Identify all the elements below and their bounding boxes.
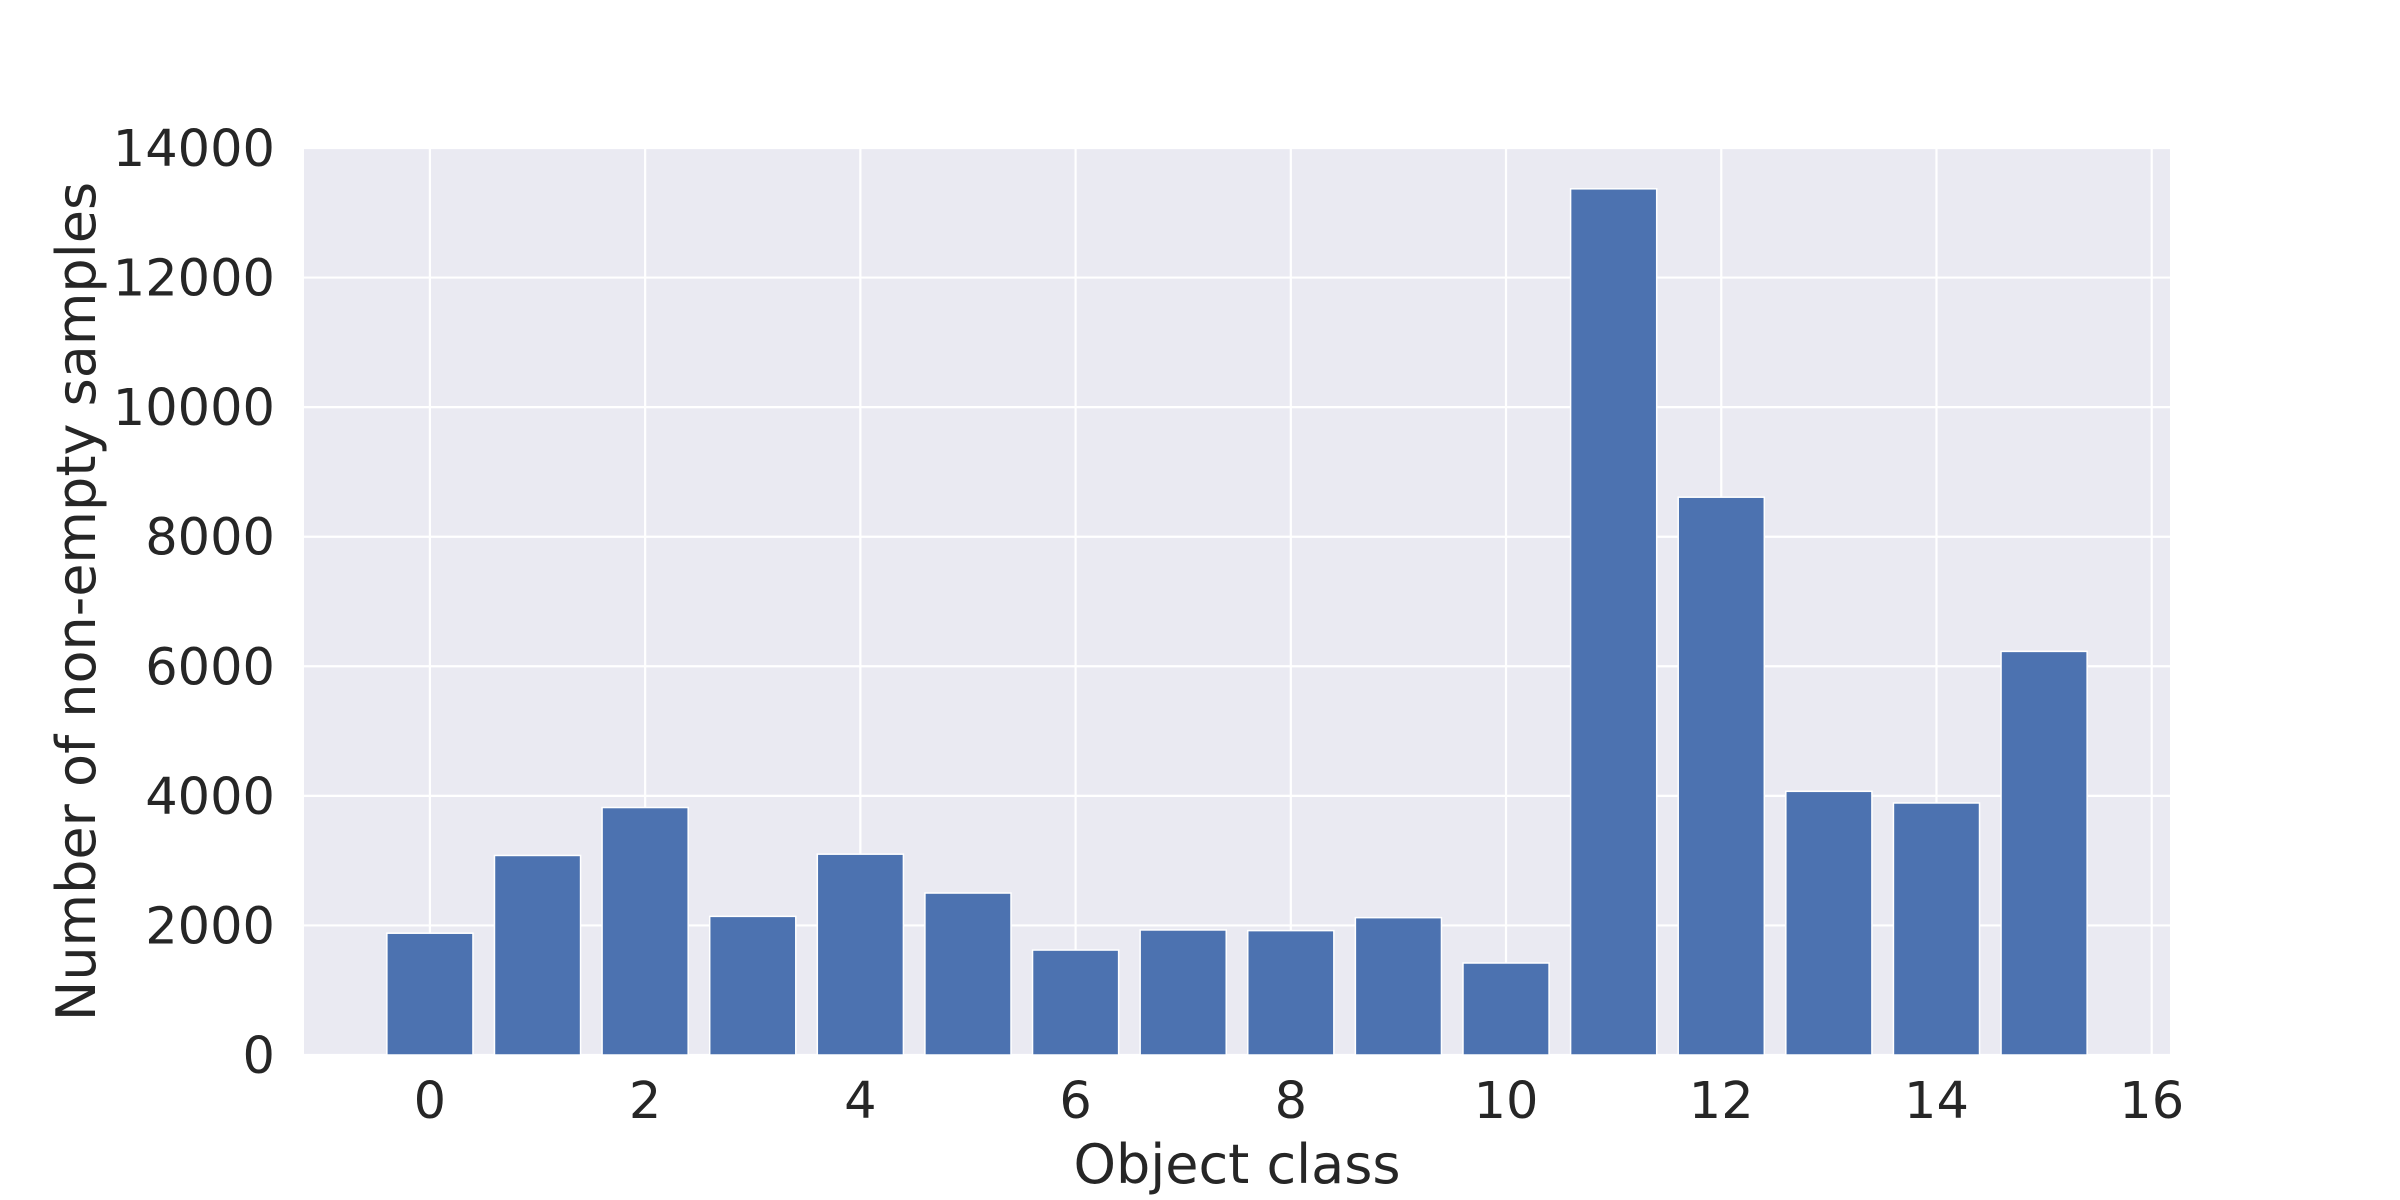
x-tick-label: 8 [1275,1072,1307,1131]
y-tick-label: 10000 [113,379,275,438]
x-tick-label: 0 [414,1072,446,1131]
bars [386,188,2088,1056]
y-axis-label: Number of non-empty samples [45,182,108,1021]
x-tick-label: 16 [2119,1072,2184,1131]
bar-2 [601,806,689,1056]
y-tick-label: 8000 [145,509,275,568]
x-tick-label: 6 [1059,1072,1091,1131]
x-tick-label: 14 [1904,1072,1969,1131]
bar-0 [386,932,474,1056]
y-tick-label: 14000 [113,120,275,179]
bar-15 [2000,650,2088,1056]
x-tick-labels: 0 2 4 6 8 10 12 14 16 [414,1072,2184,1131]
bar-14 [1892,802,1981,1056]
bar-13 [1785,790,1873,1056]
bar-1 [493,854,582,1056]
bar-4 [816,853,905,1056]
y-tick-label: 12000 [113,250,275,309]
x-tick-label: 2 [629,1072,661,1131]
bar-9 [1354,916,1443,1056]
y-tick-label: 6000 [145,638,275,697]
bar-5 [924,892,1012,1056]
x-tick-label: 12 [1689,1072,1754,1131]
bar-3 [708,915,797,1056]
bar-12 [1677,496,1766,1056]
plot-area [304,148,2170,1055]
bar-11 [1569,188,1658,1056]
y-tick-label: 2000 [145,897,275,956]
bar-7 [1139,929,1227,1056]
x-axis-label: Object class [1073,1133,1400,1196]
y-tick-labels: 0 2000 4000 6000 8000 10000 12000 14000 [113,120,275,1086]
bar-10 [1462,962,1550,1056]
bar-8 [1247,929,1335,1056]
x-tick-label: 10 [1474,1072,1539,1131]
y-tick-label: 0 [243,1027,275,1086]
bar-6 [1031,949,1120,1056]
x-tick-label: 4 [844,1072,876,1131]
y-tick-label: 4000 [145,768,275,827]
